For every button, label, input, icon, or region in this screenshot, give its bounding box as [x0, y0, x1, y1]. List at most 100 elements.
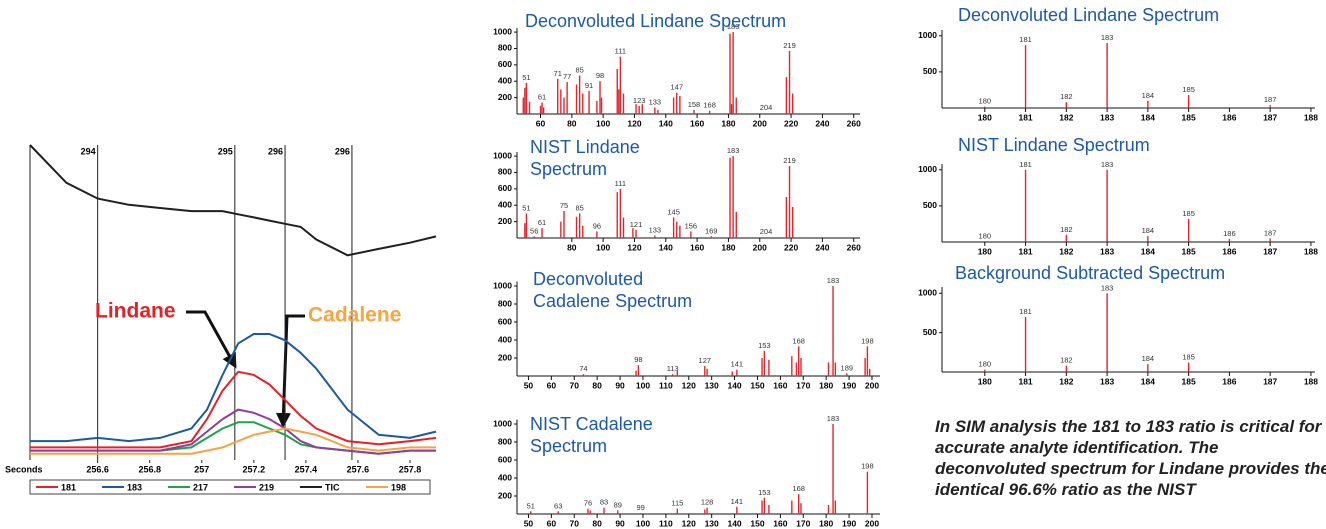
x-tick-label: 160	[773, 380, 787, 390]
x-tick-label: 170	[796, 518, 810, 528]
x-tick-label: 80	[592, 380, 602, 390]
peak-label: 133	[649, 226, 662, 235]
peak-label: 187	[1264, 228, 1277, 237]
y-tick-label: 500	[923, 200, 937, 210]
peak-label: 153	[758, 341, 771, 350]
x-tick-label: 90	[615, 380, 625, 390]
y-tick-label: 400	[498, 75, 512, 85]
x-tick-label: 240	[815, 242, 829, 252]
x-tick-label: 80	[592, 518, 602, 528]
y-tick-label: 200	[498, 92, 512, 102]
y-tick-label: 1000	[918, 30, 937, 40]
peak-label: 184	[1142, 354, 1155, 363]
y-tick-label: 600	[498, 59, 512, 69]
peak-label: 96	[593, 221, 601, 230]
peak-label: 85	[575, 65, 583, 74]
x-tick-label: 120	[682, 518, 696, 528]
peak-label: 98	[634, 355, 642, 364]
x-tick-label: 184	[1141, 376, 1155, 386]
peak-label: 185	[1182, 85, 1195, 94]
chart-title: Background Subtracted Spectrum	[955, 263, 1226, 283]
x-tick-label: 70	[570, 380, 580, 390]
x-tick-label: 140	[659, 242, 673, 252]
peak-label: 121	[630, 220, 643, 229]
x-tick-label: 186	[1222, 112, 1236, 122]
peak-label: 183	[1101, 160, 1114, 169]
x-tick-label: 90	[615, 518, 625, 528]
x-tick-label: 180	[819, 380, 833, 390]
peak-label: 183	[1101, 33, 1114, 42]
x-tick-label: 256.8	[138, 464, 161, 474]
peak-label: 77	[563, 72, 571, 81]
peak-label: 98	[596, 71, 604, 80]
y-tick-label: 200	[498, 490, 512, 500]
x-tick-label: 257	[194, 464, 209, 474]
series-line	[30, 370, 437, 449]
peak-label: 168	[703, 101, 716, 110]
y-tick-label: 600	[498, 316, 512, 326]
peak-label: 180	[979, 231, 992, 240]
legend-label: 183	[127, 482, 142, 492]
peak-label: 156	[685, 221, 698, 230]
x-tick-label: 130	[705, 380, 719, 390]
y-tick-label: 1000	[493, 280, 512, 290]
peak-label: 74	[579, 364, 587, 373]
peak-label: 168	[792, 484, 805, 493]
peak-label: 180	[979, 97, 992, 106]
annotation: Cadalene	[308, 304, 401, 327]
peak-label: 182	[1060, 225, 1073, 234]
x-tick-label: 184	[1141, 246, 1155, 256]
x-tick-label: 257.2	[243, 464, 266, 474]
peak-label: 181	[1019, 160, 1032, 169]
peak-label: 141	[731, 497, 744, 506]
x-tick-label: 80	[567, 242, 577, 252]
x-tick-label: 80	[567, 118, 577, 128]
y-tick-label: 800	[498, 436, 512, 446]
chart-title: Deconvoluted Cadalene Spectrum	[533, 269, 693, 311]
peak-label: 61	[538, 218, 546, 227]
x-tick-label: 160	[773, 518, 787, 528]
x-tick-label: 180	[721, 118, 735, 128]
x-tick-label: 160	[690, 118, 704, 128]
cadalene-arrow	[275, 314, 305, 428]
peak-label: 51	[522, 73, 530, 82]
x-tick-label: 220	[784, 242, 798, 252]
peak-label: 183	[827, 276, 840, 285]
x-tick-label: 60	[547, 518, 557, 528]
series-line	[29, 144, 437, 257]
x-tick-label: 257.4	[295, 464, 318, 474]
peak-label: 168	[792, 336, 805, 345]
x-tick-label: 180	[819, 518, 833, 528]
x-tick-label: 140	[727, 518, 741, 528]
peak-label: 99	[637, 503, 645, 512]
x-tick-label: 100	[596, 242, 610, 252]
x-tick-label: 187	[1263, 376, 1277, 386]
x-tick-label: 160	[690, 242, 704, 252]
x-tick-label: 260	[847, 242, 861, 252]
y-tick-label: 800	[498, 43, 512, 53]
peak-label: 180	[979, 360, 992, 369]
peak-label: 219	[783, 156, 796, 165]
x-tick-label: 183	[1100, 376, 1114, 386]
peak-label: 115	[671, 499, 683, 508]
x-tick-label: 70	[570, 518, 580, 528]
x-tick-label: 200	[753, 242, 767, 252]
peak-label: 147	[670, 83, 683, 92]
y-tick-label: 600	[498, 454, 512, 464]
peak-label: 113	[667, 364, 679, 373]
peak-label: 83	[600, 498, 608, 507]
x-tick-label: 183	[1100, 112, 1114, 122]
caption: In SIM analysis the 181 to 183 ratio is …	[935, 417, 1326, 499]
y-tick-label: 400	[498, 199, 512, 209]
peak-label: 111	[615, 47, 626, 56]
x-tick-label: 150	[750, 518, 764, 528]
x-tick-label: 130	[705, 518, 719, 528]
x-tick-label: 257.6	[347, 464, 370, 474]
x-tick-label: 256.6	[86, 464, 109, 474]
peak-label: 153	[758, 488, 771, 497]
x-tick-label: 110	[659, 518, 673, 528]
x-tick-label: 186	[1222, 246, 1236, 256]
peak-label: 184	[1142, 226, 1155, 235]
